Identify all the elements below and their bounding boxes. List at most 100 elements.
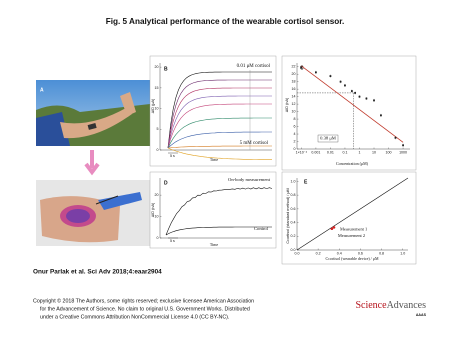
figure-title: Fig. 5 Analytical performance of the wea… <box>106 17 345 26</box>
y-axis-label: ΔID (nA) <box>151 202 155 217</box>
y-tick-label: 1.0 <box>291 179 296 183</box>
panel-frame <box>149 171 277 249</box>
response-curve <box>167 87 272 149</box>
point-label: Measurement 1 <box>340 226 367 231</box>
citation: Onur Parlak et al. Sci Adv 2018;4:eaar29… <box>33 269 162 276</box>
data-point <box>344 84 346 87</box>
y-tick-label: 0 <box>294 147 296 151</box>
x-tick-label: 0.6 <box>358 251 363 255</box>
scale-bar-label: 5 s <box>170 154 175 158</box>
data-point <box>329 75 332 77</box>
y-tick-label: 16 <box>292 87 296 91</box>
y-tick-label: 6 <box>294 125 296 129</box>
y-tick-label: 20 <box>155 65 159 69</box>
fit-line <box>301 65 404 143</box>
x-tick-label: 0.4 <box>337 251 342 255</box>
scale-bar-label: 5 s <box>170 239 175 243</box>
y-tick-label: 14 <box>292 95 296 99</box>
copyright: Copyright © 2018 The Authors, some right… <box>33 297 254 304</box>
y-tick-label: 5 <box>157 127 159 131</box>
panel-label: B <box>164 66 168 72</box>
data-point <box>365 97 368 100</box>
y-tick-label: 15 <box>155 86 159 90</box>
response-curve <box>167 145 272 149</box>
y-tick-label: 18 <box>292 80 296 84</box>
y-tick-label: 0.2 <box>291 234 296 238</box>
on-body-curve <box>165 187 273 236</box>
response-curve <box>167 95 272 149</box>
data-point <box>394 136 397 139</box>
panel-frame <box>149 55 277 167</box>
logo-part: Advances <box>387 300 427 311</box>
response-curve <box>167 79 272 149</box>
y-tick-label: 10 <box>292 110 296 114</box>
response-curve <box>167 131 272 149</box>
x-tick-label: 0.001 <box>311 150 320 154</box>
photo-arm <box>36 80 150 146</box>
publisher: AAAS <box>416 313 427 317</box>
y-tick-label: 0 <box>157 148 159 152</box>
x-tick-label: 100 <box>386 150 392 154</box>
x-tick-label: 0.8 <box>379 251 384 255</box>
x-tick-label: 1000 <box>399 150 407 154</box>
y-tick-label: 10 <box>155 215 159 219</box>
x-tick-label: 1×10⁻⁴ <box>296 150 308 154</box>
data-point <box>354 92 357 94</box>
data-point <box>350 90 353 92</box>
x-axis-label: Time <box>210 242 219 247</box>
panel-frame <box>281 55 417 171</box>
y-tick-label: 2 <box>294 139 296 143</box>
y-tick-label: 8 <box>294 117 296 121</box>
y-tick-label: 12 <box>292 102 296 106</box>
y-axis-label: ΔID (μA) <box>151 98 155 113</box>
data-point <box>315 71 317 74</box>
x-axis-label: Concentration (μM) <box>336 161 369 166</box>
data-point <box>339 80 342 83</box>
y-tick-label: 0.4 <box>291 221 296 225</box>
control-curve <box>165 226 272 236</box>
data-point <box>358 95 361 98</box>
response-curve <box>167 103 272 149</box>
x-tick-label: 1 <box>358 150 360 154</box>
response-curve <box>167 71 272 149</box>
data-point <box>332 226 336 229</box>
identity-line <box>296 177 409 251</box>
data-point <box>300 66 303 69</box>
data-point <box>402 144 404 147</box>
x-tick-label: 1.0 <box>400 251 405 255</box>
y-tick-label: 10 <box>155 107 159 111</box>
y-axis-label: ΔID (nA) <box>285 97 289 112</box>
y-tick-label: 0.8 <box>291 193 296 197</box>
data-point <box>330 227 334 231</box>
x-tick-label: 0.1 <box>342 150 347 154</box>
annotation: 0.01 μM cortisol <box>237 64 271 69</box>
annotation: Control <box>254 226 269 231</box>
lod-label: 0.38 μM <box>320 136 336 141</box>
response-curve <box>167 117 272 149</box>
x-tick-label: 0.01 <box>327 150 334 154</box>
x-tick-label: 0.2 <box>316 251 321 255</box>
copyright: under a Creative Commons Attribution Non… <box>40 314 229 320</box>
copyright: for the Advancement of Science. No claim… <box>40 306 250 312</box>
logo: ScienceAdvances <box>355 300 426 311</box>
panel-label: A <box>40 87 44 93</box>
y-tick-label: 20 <box>292 72 296 76</box>
y-tick-label: 20 <box>155 193 159 197</box>
x-axis-label: Ccortisol (wearable device) / μM <box>325 256 378 261</box>
y-tick-label: 0 <box>157 236 159 240</box>
panel-label: E <box>304 179 308 185</box>
arrow <box>84 150 100 176</box>
y-tick-label: 22 <box>292 65 296 69</box>
x-axis-label: Time <box>210 157 219 162</box>
data-point <box>373 99 375 102</box>
y-tick-label: 0.0 <box>291 248 296 252</box>
x-tick-label: 0.0 <box>295 251 300 255</box>
logo-part: Science <box>355 300 387 311</box>
annotation: 5 mM cortisol <box>240 141 269 146</box>
panel-label: D <box>164 180 168 186</box>
lod-box <box>317 134 339 143</box>
y-tick-label: 0.6 <box>291 207 296 211</box>
response-curve <box>167 147 272 160</box>
y-axis-label: Ccortisol (standard method) / μM <box>286 188 290 243</box>
